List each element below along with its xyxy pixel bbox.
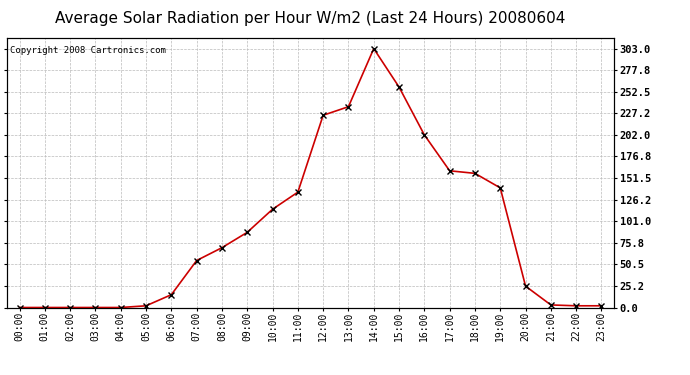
Text: Average Solar Radiation per Hour W/m2 (Last 24 Hours) 20080604: Average Solar Radiation per Hour W/m2 (L…: [55, 11, 566, 26]
Text: Copyright 2008 Cartronics.com: Copyright 2008 Cartronics.com: [10, 46, 166, 55]
